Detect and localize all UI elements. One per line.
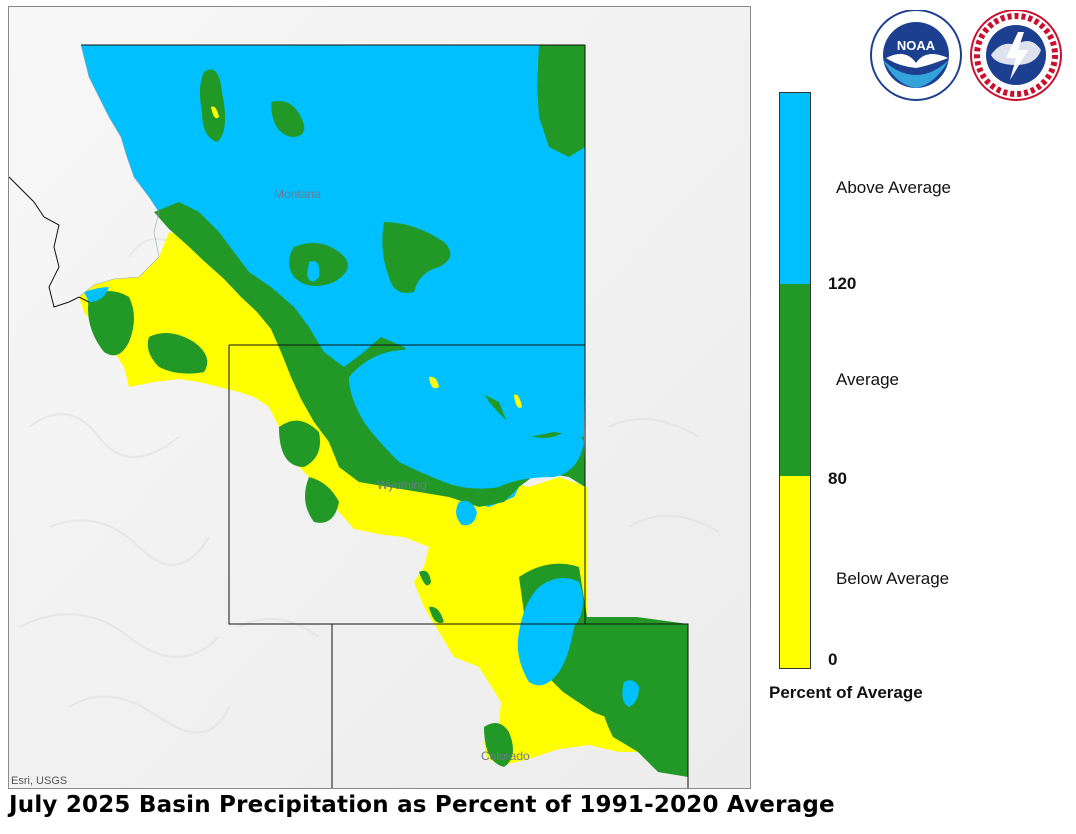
map-caption: July 2025 Basin Precipitation as Percent… [9, 792, 835, 818]
state-boundaries [9, 44, 689, 788]
nws-logo [970, 9, 1062, 101]
map-frame: Montana Wyoming Colorado Esri, USGS [8, 6, 751, 789]
map-attribution: Esri, USGS [11, 775, 68, 787]
basin-map [9, 7, 750, 788]
label-wyoming: Wyoming [377, 478, 427, 492]
legend-tick-120: 120 [828, 274, 857, 293]
legend-color-bar [779, 92, 811, 669]
basin-outline [78, 44, 160, 298]
agency-logos: NOAA [866, 9, 1066, 110]
legend-tick-80: 80 [828, 469, 847, 488]
above-average-pockets [84, 261, 639, 707]
legend-swatch-above [780, 93, 810, 284]
label-colorado: Colorado [481, 749, 530, 763]
legend-label-average: Average [836, 370, 900, 389]
hillshade-texture [18, 238, 720, 734]
noaa-logo: NOAA [870, 9, 962, 101]
legend-tick-0: 0 [828, 650, 838, 669]
below-average-pockets [211, 106, 522, 408]
legend-label-above: Above Average [836, 178, 951, 197]
legend-title: Percent of Average [769, 683, 923, 702]
legend-swatch-below [780, 476, 810, 668]
label-montana: Montana [274, 187, 321, 201]
legend-swatch-average [780, 284, 810, 476]
legend-label-below: Below Average [836, 569, 950, 588]
noaa-logo-text: NOAA [897, 38, 936, 53]
